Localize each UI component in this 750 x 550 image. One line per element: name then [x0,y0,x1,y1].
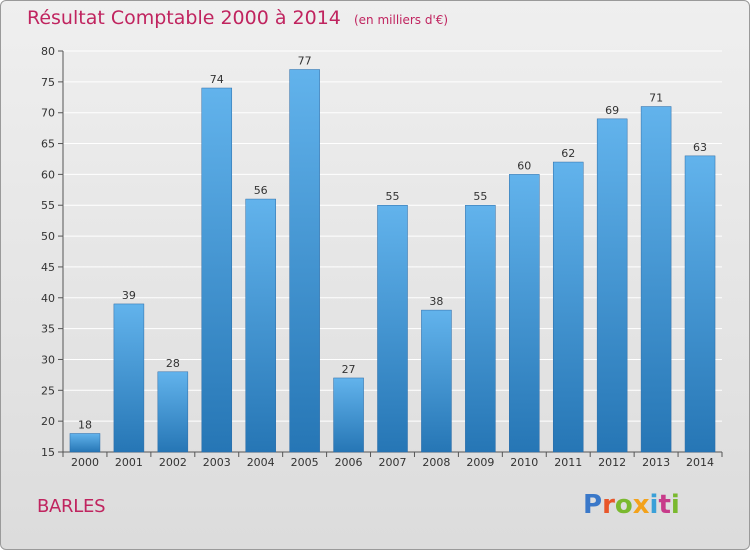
y-tick-label: 75 [41,76,55,89]
chart-title-row: Résultat Comptable 2000 à 2014 (en milli… [27,7,448,29]
data-label-2004: 56 [254,184,268,197]
bar-2014 [684,155,716,453]
proxiti-logo: Proxiti [583,490,680,520]
bar-2004 [245,198,276,453]
x-tick-label: 2007 [379,456,407,469]
place-name: BARLES [37,496,106,517]
x-tick-label: 2000 [71,456,99,469]
bar-2000 [69,433,101,453]
y-tick-label: 70 [41,107,55,120]
y-tick-label: 60 [41,168,55,181]
y-tick-label: 30 [41,353,55,366]
bar-2008 [421,309,452,453]
x-tick-label: 2003 [203,456,231,469]
bars [69,69,716,453]
x-tick-label: 2005 [291,456,319,469]
x-tick-label: 2009 [466,456,494,469]
bar-2006 [333,377,364,453]
bar-2009 [465,204,496,453]
x-tick-label: 2006 [335,456,363,469]
data-label-2014: 63 [693,141,707,154]
data-label-2010: 60 [517,159,531,172]
data-label-2009: 55 [473,190,487,203]
y-tick-label: 35 [41,323,55,336]
y-tick-label: 55 [41,199,55,212]
x-tick-label: 2010 [510,456,538,469]
y-tick-label: 25 [41,384,55,397]
bar-2007 [377,204,408,453]
x-tick-label: 2014 [686,456,714,469]
data-label-2001: 39 [122,289,136,302]
bar-2013 [640,106,672,453]
chart-unit: (en milliers d'€) [353,13,449,27]
data-label-2008: 38 [429,295,443,308]
bar-2005 [289,69,320,453]
bar-2002 [157,371,189,453]
y-tick-label: 50 [41,230,55,243]
y-tick-label: 20 [41,415,55,428]
x-tick-label: 2013 [642,456,670,469]
y-tick-label: 65 [41,138,55,151]
y-tick-label: 15 [41,446,55,459]
bar-2011 [552,161,584,453]
data-label-2005: 77 [298,55,312,68]
y-tick-label: 45 [41,261,55,274]
data-label-2007: 55 [386,190,400,203]
bar-2010 [509,174,540,453]
x-tick-label: 2011 [554,456,582,469]
x-tick-label: 2002 [159,456,187,469]
data-label-2000: 18 [78,418,92,431]
x-tick-label: 2012 [598,456,626,469]
labels: 15 20 25 30 35 40 45 50 55 60 65 70 75 80 18 2000 39 2001… [41,45,714,469]
chart-title: Résultat Comptable 2000 à 2014 [27,7,341,29]
data-label-2003: 74 [210,73,224,86]
data-label-2002: 28 [166,357,180,370]
x-tick-label: 2004 [247,456,275,469]
bar-2001 [113,303,145,453]
x-tick-label: 2008 [422,456,450,469]
bar-2012 [596,118,628,453]
x-tick-label: 2001 [115,456,143,469]
y-tick-label: 80 [41,45,55,58]
data-label-2013: 71 [649,92,663,105]
bar-2003 [201,87,233,453]
y-tick-label: 40 [41,292,55,305]
data-label-2012: 69 [605,104,619,117]
data-label-2006: 27 [342,363,356,376]
data-label-2011: 62 [561,147,575,160]
